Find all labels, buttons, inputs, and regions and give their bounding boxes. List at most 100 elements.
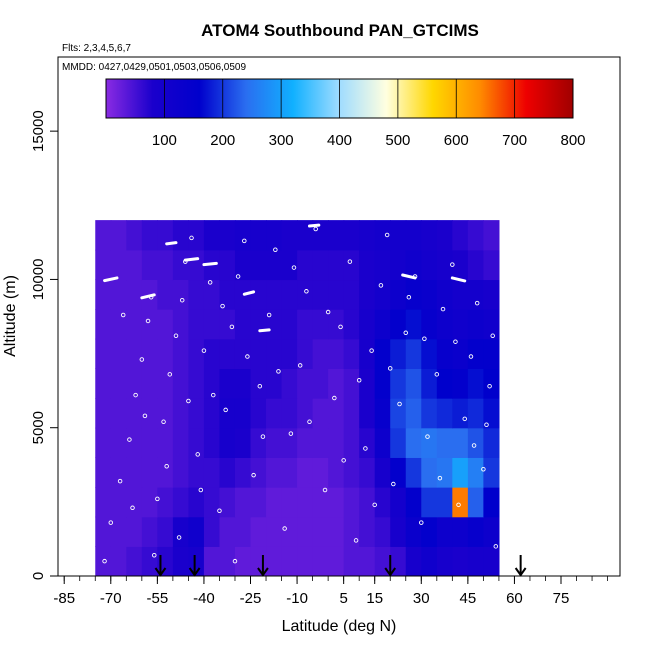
heatmap-cell (141, 220, 158, 251)
heatmap-cell (312, 309, 329, 340)
heatmap-cell (374, 368, 391, 399)
observation-point (419, 520, 424, 525)
heatmap-cell (359, 279, 376, 310)
heatmap-cell (219, 220, 236, 251)
heatmap-cell (467, 457, 484, 488)
heatmap-cell (281, 368, 298, 399)
observation-point (347, 259, 353, 264)
heatmap-cell (436, 487, 453, 518)
heatmap-cell (172, 368, 189, 399)
heatmap-cell (452, 487, 469, 518)
observation-point (484, 422, 489, 428)
heatmap-cell (328, 368, 345, 399)
heatmap-cell (343, 309, 360, 340)
heatmap-cell (126, 309, 143, 340)
observation-point (220, 303, 225, 309)
heatmap-cell (452, 427, 469, 458)
heatmap-cell (405, 516, 422, 547)
heatmap-cell (405, 249, 422, 281)
heatmap-cell (374, 487, 391, 518)
heatmap-cell (390, 457, 407, 488)
heatmap-cell (266, 249, 283, 281)
heatmap-cell (110, 368, 127, 399)
heatmap-cell (188, 368, 205, 399)
heatmap-cell (203, 457, 221, 488)
colorbar-tick-label: 800 (560, 132, 585, 149)
colorbar: 100 200 300 400 500 600 700 800 (105, 78, 586, 149)
heatmap-cell (483, 309, 500, 340)
heatmap-cell (234, 516, 252, 547)
heatmap-cell (467, 279, 484, 310)
heatmap-cell (312, 249, 329, 281)
observation-streak (308, 223, 321, 228)
observation-point (288, 431, 294, 436)
heatmap-cell (141, 338, 158, 369)
heatmap-cell (405, 398, 422, 429)
observation-point (198, 487, 204, 493)
observation-points (102, 226, 499, 564)
heatmap-cell (141, 249, 158, 281)
heatmap-cell (374, 457, 391, 488)
heatmap-cell (281, 220, 298, 251)
heatmap-cell (328, 309, 345, 340)
y-tick-label: 0 (30, 572, 47, 580)
observation-streak (103, 276, 119, 283)
heatmap-cell (95, 338, 112, 369)
heatmap-cell (483, 487, 500, 518)
heatmap-cell (219, 309, 236, 340)
heatmap-cell (95, 457, 112, 488)
observation-point (260, 434, 266, 439)
observation-point (403, 330, 409, 336)
flight-start-arrow (257, 555, 269, 577)
heatmap-cell (203, 516, 221, 547)
heatmap-cell (405, 368, 422, 399)
x-tick-label: 30 (413, 590, 430, 607)
heatmap-cell (250, 516, 267, 547)
heatmap-cell (297, 309, 314, 340)
heatmap-cell (126, 457, 143, 488)
observation-point (363, 446, 368, 451)
heatmap-cell (110, 427, 127, 458)
heatmap-cell (343, 220, 360, 251)
observation-streaks (103, 205, 467, 333)
heatmap-cell (281, 398, 298, 429)
observation-point (440, 306, 446, 312)
x-tick-label: 5 (339, 590, 347, 607)
heatmap-cell (374, 279, 391, 310)
heatmap-cell (126, 249, 143, 281)
observation-point (251, 472, 256, 478)
heatmap-cell (126, 427, 143, 458)
heatmap-cell (405, 546, 422, 576)
heatmap-cell (172, 338, 189, 369)
heatmap-cell (436, 309, 453, 340)
observation-point (353, 538, 359, 543)
observation-point (167, 372, 173, 377)
heatmap-cell (219, 487, 236, 518)
observation-point (195, 452, 200, 457)
heatmap-cell (250, 427, 267, 458)
heatmap-cell (141, 427, 158, 458)
heatmap-cell (390, 487, 407, 518)
observation-point (304, 289, 309, 294)
heatmap-cell (281, 249, 298, 281)
observation-point (145, 318, 151, 324)
heatmap-cell (126, 368, 143, 399)
heatmap-cell (250, 338, 267, 369)
observation-point (487, 383, 492, 389)
observation-point (474, 300, 480, 306)
observation-point (406, 294, 412, 300)
heatmap-cell (126, 279, 143, 310)
heatmap-cell (421, 220, 438, 251)
heatmap-cell (467, 309, 484, 340)
heatmap-cell (141, 546, 158, 576)
heatmap-cell (312, 398, 329, 429)
heatmap-cell (157, 487, 174, 518)
heatmap-cell (234, 338, 252, 369)
heatmap-cell (390, 220, 407, 251)
heatmap-cell (95, 309, 112, 340)
heatmap-cell (126, 338, 143, 369)
heatmap-cell (266, 546, 283, 576)
heatmap-cell (483, 546, 500, 576)
heatmap-cell (157, 220, 174, 251)
flight-start-arrow-head (514, 567, 527, 577)
